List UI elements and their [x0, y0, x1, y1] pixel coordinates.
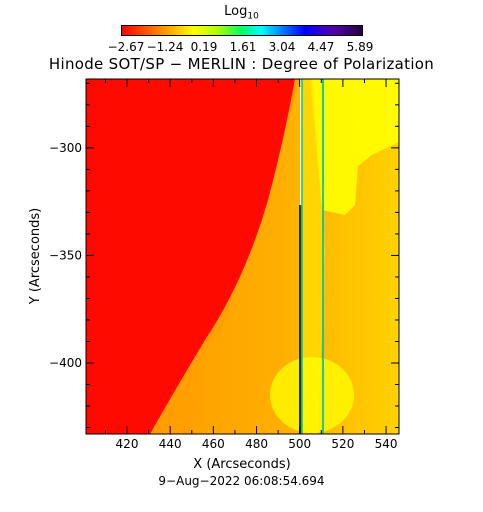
colorbar-tick-label: −1.24 [146, 40, 184, 54]
colorbar-tick-label: 3.04 [268, 40, 296, 54]
colorbar-tick-labels: −2.67 −1.24 0.19 1.61 3.04 4.47 5.89 [0, 40, 483, 54]
colorbar-tick-label: 5.89 [346, 40, 374, 54]
y-axis-ticks: −300 −350 −400 [49, 82, 399, 429]
x-tick-label: 440 [159, 437, 182, 451]
y-tick-label: −300 [49, 141, 82, 155]
red-region [86, 79, 295, 434]
vertical-line-2 [322, 79, 324, 434]
dark-column [299, 205, 302, 434]
timestamp: 9−Aug−2022 06:08:54.694 [158, 474, 325, 488]
yellow-region-top [310, 79, 399, 215]
x-tick-label: 520 [331, 437, 354, 451]
yellow-strip [300, 79, 325, 434]
colorbar-tick-label: 0.19 [190, 40, 218, 54]
colorbar-title: Log10 [224, 4, 259, 22]
x-tick-label: 540 [375, 437, 398, 451]
x-tick-label: 420 [116, 437, 139, 451]
yellow-region-bottom [270, 357, 354, 433]
x-axis-ticks: 420 440 460 480 500 520 540 [104, 79, 398, 451]
colorbar-tick-label: 4.47 [307, 40, 335, 54]
y-tick-label: −350 [49, 248, 82, 262]
x-tick-label: 480 [245, 437, 268, 451]
heatmap-image [86, 79, 399, 434]
y-tick-label: −400 [49, 356, 82, 370]
x-tick-label: 500 [288, 437, 311, 451]
colorbar-tick-label: −2.67 [107, 40, 145, 54]
vertical-line-1 [301, 79, 303, 434]
plot-frame [85, 78, 400, 435]
colorbar [121, 25, 363, 36]
colorbar-tick-label: 1.61 [229, 40, 257, 54]
x-axis-label: X (Arcseconds) [193, 457, 290, 472]
chart-title: Hinode SOT/SP − MERLIN : Degree of Polar… [48, 55, 435, 73]
y-axis-label: Y (Arcseconds) [28, 208, 43, 305]
x-tick-label: 460 [202, 437, 225, 451]
